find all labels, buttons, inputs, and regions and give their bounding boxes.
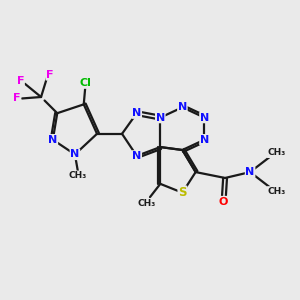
Text: N: N [132, 151, 141, 161]
Text: N: N [245, 167, 255, 177]
Text: N: N [200, 135, 209, 145]
Text: CH₃: CH₃ [138, 199, 156, 208]
Text: N: N [70, 149, 80, 159]
Text: N: N [200, 112, 209, 123]
Text: CH₃: CH₃ [268, 187, 286, 196]
Text: F: F [17, 76, 24, 86]
Text: N: N [156, 112, 165, 123]
Text: Cl: Cl [79, 78, 91, 88]
Text: CH₃: CH₃ [69, 171, 87, 180]
Text: N: N [178, 102, 187, 112]
Text: N: N [132, 108, 141, 118]
Text: O: O [219, 196, 228, 206]
Text: CH₃: CH₃ [268, 148, 286, 158]
Text: S: S [178, 186, 187, 199]
Text: N: N [48, 135, 58, 145]
Text: F: F [46, 70, 54, 80]
Text: F: F [13, 94, 21, 103]
